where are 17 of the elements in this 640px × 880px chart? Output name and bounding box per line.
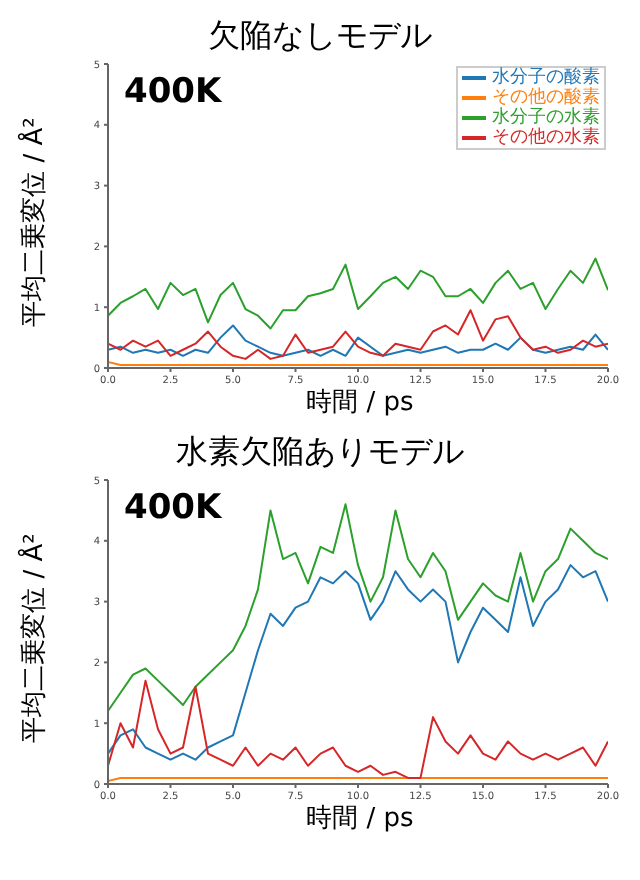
line-series [108,679,608,779]
annotation: 400K [124,488,222,528]
annotation: 400K [124,72,222,112]
line-series [108,309,608,360]
legend-label: その他の水素 [492,128,600,148]
legend-label: 水分子の水素 [492,108,600,128]
line-series [108,564,608,761]
y-axis-title: 平均二乗変位 / Å² [20,115,52,331]
chart-title: 水素欠陥ありモデル [174,432,466,472]
y-axis-title: 平均二乗変位 / Å² [20,531,52,747]
legend-label: その他の酸素 [492,88,600,108]
line-series [108,324,608,357]
legend-label: 水分子の酸素 [492,68,600,88]
x-axis-title: 時間 / ps [304,804,416,836]
x-axis-title: 時間 / ps [304,388,416,420]
line-series [108,257,608,330]
chart-title: 欠陥なしモデル [206,16,434,56]
